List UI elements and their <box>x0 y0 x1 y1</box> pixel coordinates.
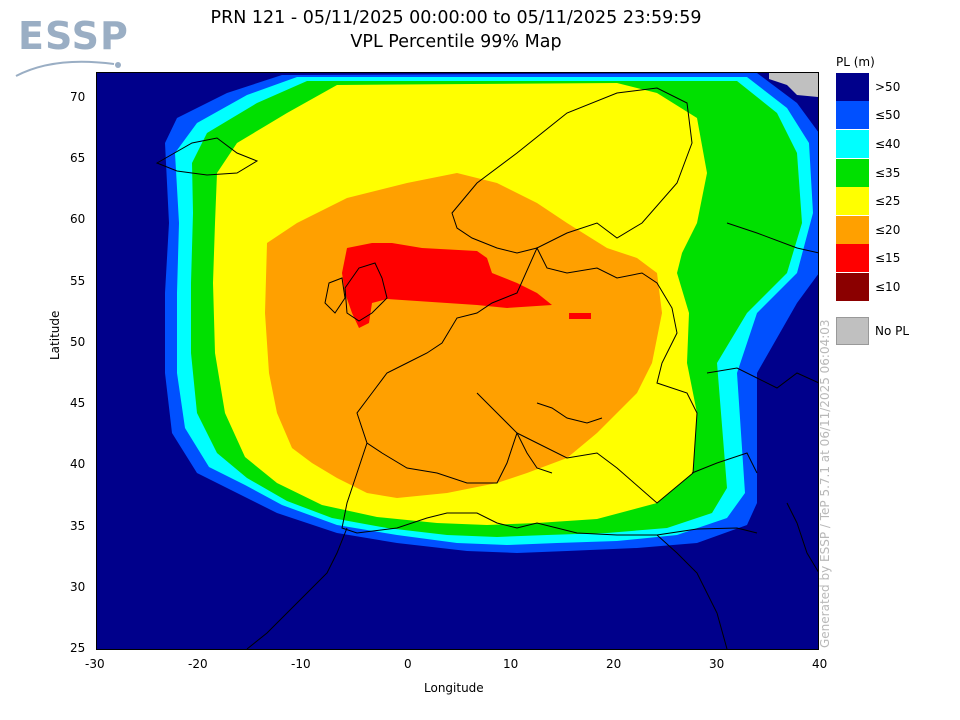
legend-swatch-le10 <box>836 273 869 301</box>
legend-label-gt50: >50 <box>875 80 901 94</box>
essp-logo: ESSP <box>14 10 134 80</box>
y-tick-65: 65 <box>70 151 86 165</box>
x-tick-m30: -30 <box>85 657 105 671</box>
legend-swatch-le20 <box>836 216 869 244</box>
legend-label-le20: ≤20 <box>875 223 901 237</box>
y-tick-30: 30 <box>70 580 86 594</box>
y-tick-35: 35 <box>70 519 86 533</box>
legend-swatch-nopl <box>836 317 869 345</box>
logo-text: ESSP <box>18 14 129 58</box>
x-tick-0: 0 <box>404 657 412 671</box>
y-tick-40: 40 <box>70 457 86 471</box>
x-tick-m20: -20 <box>188 657 208 671</box>
legend-title: PL (m) <box>836 55 875 69</box>
x-tick-20: 20 <box>606 657 622 671</box>
x-axis-label: Longitude <box>424 681 484 695</box>
no-pl-region <box>769 73 818 97</box>
vpl-map <box>96 72 819 650</box>
y-tick-70: 70 <box>70 90 86 104</box>
contour-15-patch <box>569 313 591 319</box>
map-title: PRN 121 - 05/11/2025 00:00:00 to 05/11/2… <box>210 8 702 28</box>
legend-label-le40: ≤40 <box>875 137 901 151</box>
legend-swatch-gt50 <box>836 73 869 101</box>
legend-label-le35: ≤35 <box>875 166 901 180</box>
legend-label-le15: ≤15 <box>875 251 901 265</box>
legend-label-le10: ≤10 <box>875 280 901 294</box>
legend-label-le25: ≤25 <box>875 194 901 208</box>
y-tick-25: 25 <box>70 641 86 655</box>
coastlines <box>155 87 818 649</box>
y-tick-60: 60 <box>70 212 86 226</box>
y-axis-label: Latitude <box>48 310 62 360</box>
legend-swatch-le35 <box>836 159 869 187</box>
legend-swatch-le25 <box>836 187 869 215</box>
x-tick-m10: -10 <box>291 657 311 671</box>
y-tick-55: 55 <box>70 274 86 288</box>
legend-label-le50: ≤50 <box>875 108 901 122</box>
legend-swatch-le50 <box>836 101 869 129</box>
y-tick-50: 50 <box>70 335 86 349</box>
legend-label-nopl: No PL <box>875 324 910 338</box>
y-tick-45: 45 <box>70 396 86 410</box>
x-tick-30: 30 <box>709 657 725 671</box>
x-tick-10: 10 <box>503 657 519 671</box>
map-subtitle: VPL Percentile 99% Map <box>350 32 562 52</box>
legend-swatch-le40 <box>836 130 869 158</box>
contour-15 <box>342 243 552 328</box>
x-tick-40: 40 <box>812 657 828 671</box>
logo-swoosh-icon <box>15 60 121 77</box>
legend-swatch-le15 <box>836 244 869 272</box>
generation-credit: Generated by ESSP / TeP 5.7.1 at 06/11/2… <box>818 319 832 648</box>
